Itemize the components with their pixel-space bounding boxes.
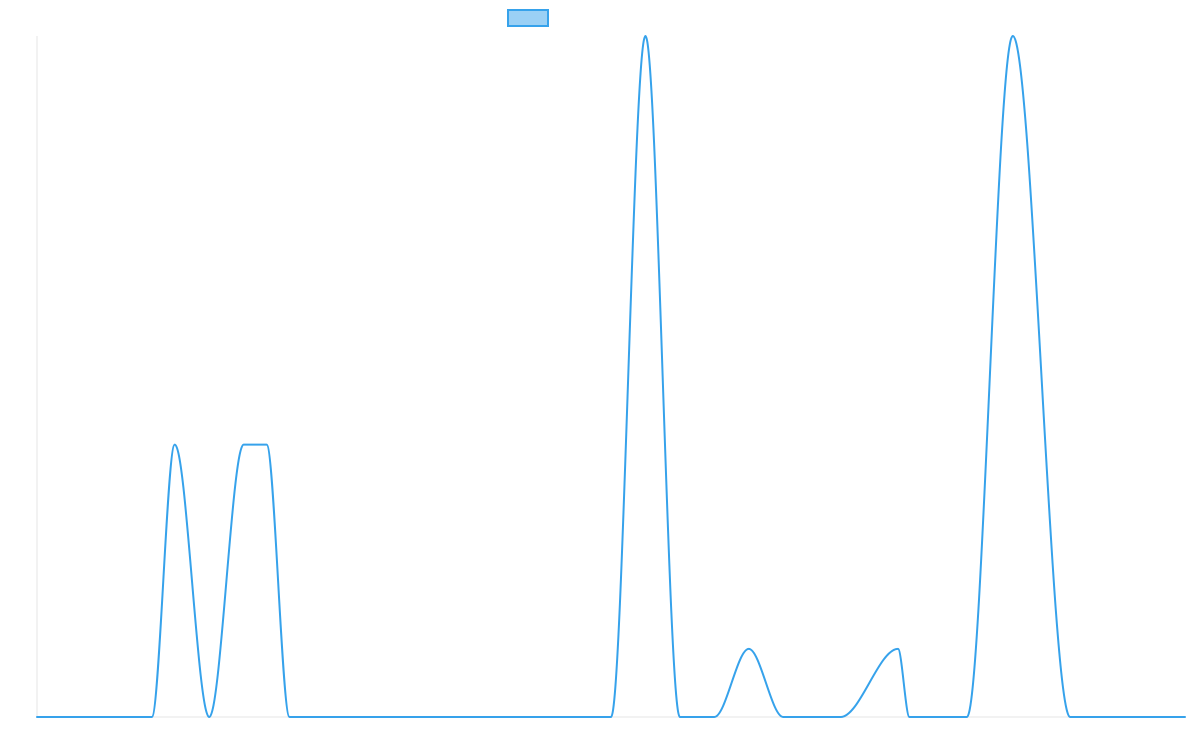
plot-area (36, 35, 1186, 719)
legend[interactable] (507, 9, 549, 27)
series-layer (36, 35, 1186, 719)
legend-swatch[interactable] (507, 9, 549, 27)
series-line[interactable] (36, 35, 1186, 719)
